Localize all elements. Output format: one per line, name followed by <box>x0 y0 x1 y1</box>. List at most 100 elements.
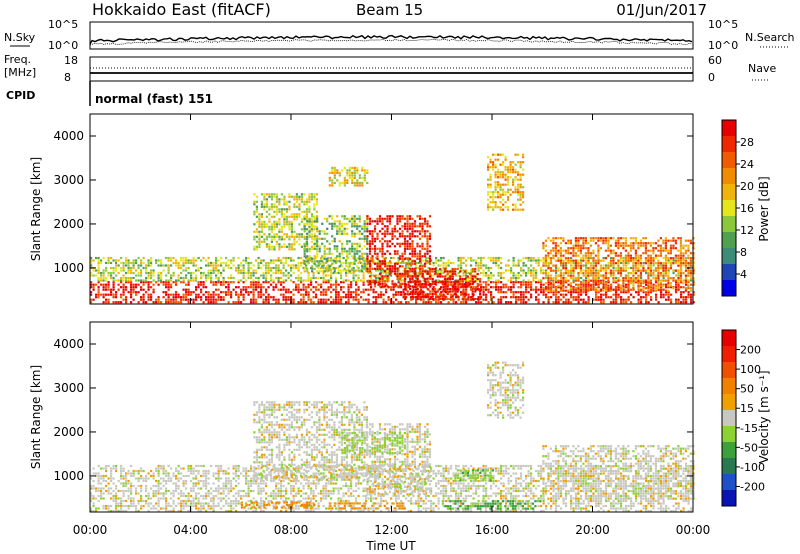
heatmap-cell <box>629 237 632 240</box>
heatmap-cell <box>372 288 375 291</box>
heatmap-cell <box>302 279 305 282</box>
heatmap-cell <box>572 291 575 294</box>
heatmap-cell <box>140 296 143 299</box>
heatmap-cell <box>167 269 170 272</box>
heatmap-cell <box>517 276 520 280</box>
heatmap-cell <box>132 276 135 280</box>
heatmap-cell <box>500 296 503 299</box>
heatmap-cell <box>275 213 278 216</box>
heatmap-cell <box>378 230 382 233</box>
heatmap-cell <box>461 282 464 286</box>
heatmap-cell <box>424 282 427 286</box>
heatmap-cell <box>343 227 346 230</box>
heatmap-cell <box>418 272 422 275</box>
heatmap-cell <box>522 281 525 284</box>
heatmap-cell <box>115 261 118 265</box>
heatmap-cell <box>577 254 580 257</box>
heatmap-cell <box>167 281 170 284</box>
heatmap-cell <box>407 259 410 262</box>
heatmap-cell <box>455 274 458 277</box>
heatmap-cell <box>587 274 590 277</box>
heatmap-cell <box>165 264 168 267</box>
heatmap-cell <box>298 233 301 236</box>
heatmap-cell <box>411 267 414 270</box>
heatmap-cell <box>403 252 407 255</box>
heatmap-cell <box>368 247 372 250</box>
heatmap-cell <box>559 289 562 292</box>
heatmap-cell <box>632 257 635 260</box>
heatmap-cell <box>310 288 313 291</box>
heatmap-cell <box>352 271 355 275</box>
heatmap-cell <box>177 296 180 299</box>
heatmap-cell <box>689 242 692 245</box>
heatmap-cell <box>585 301 588 304</box>
heatmap-cell <box>90 271 93 275</box>
heatmap-cell <box>130 266 133 270</box>
heatmap-cell <box>401 217 404 220</box>
heatmap-cell <box>497 266 500 270</box>
heatmap-cell <box>150 259 153 262</box>
heatmap-cell <box>477 296 480 299</box>
heatmap-cell <box>624 244 627 247</box>
heatmap-cell <box>155 261 158 265</box>
heatmap-cell <box>625 298 628 301</box>
heatmap-cell <box>215 293 218 296</box>
heatmap-cell <box>105 261 108 265</box>
heatmap-cell <box>690 279 693 282</box>
heatmap-cell <box>95 489 98 493</box>
heatmap-cell <box>322 271 325 275</box>
heatmap-cell <box>577 301 580 304</box>
heatmap-cell <box>180 271 183 275</box>
heatmap-cell <box>637 267 640 270</box>
heatmap-cell <box>462 288 465 291</box>
heatmap-cell <box>413 255 417 258</box>
heatmap-cell <box>679 259 682 262</box>
heatmap-cell <box>667 252 670 255</box>
heatmap-cell <box>411 225 414 228</box>
heatmap-cell <box>398 272 402 275</box>
heatmap-cell <box>338 220 341 223</box>
heatmap-cell <box>454 280 457 283</box>
heatmap-cell <box>172 293 175 296</box>
heatmap-cell <box>283 218 286 221</box>
heatmap-cell <box>396 285 399 288</box>
heatmap-cell <box>540 283 543 286</box>
heatmap-cell <box>398 275 402 278</box>
heatmap-cell <box>585 271 588 275</box>
heatmap-cell <box>522 261 525 265</box>
heatmap-cell <box>567 272 570 275</box>
heatmap-cell <box>687 274 690 277</box>
heatmap-cell <box>689 239 692 242</box>
heatmap-cell <box>366 247 369 250</box>
heatmap-cell <box>485 283 488 286</box>
heatmap-cell <box>260 193 263 196</box>
heatmap-cell <box>331 181 334 184</box>
heatmap-cell <box>449 287 452 291</box>
heatmap-cell <box>441 290 444 293</box>
heatmap-cell <box>662 271 665 275</box>
heatmap-cell <box>175 259 178 262</box>
heatmap-cell <box>317 266 320 270</box>
heatmap-cell <box>446 292 449 296</box>
heatmap-cell <box>537 264 540 267</box>
heatmap-cell <box>338 225 341 228</box>
heatmap-cell <box>602 287 605 290</box>
heatmap-cell <box>260 235 263 238</box>
colorbar-segment <box>722 248 736 265</box>
heatmap-cell <box>305 279 308 282</box>
heatmap-cell <box>383 265 387 268</box>
heatmap-cell <box>323 255 326 258</box>
heatmap-cell <box>439 297 442 301</box>
heatmap-cell <box>333 181 336 184</box>
heatmap-cell <box>669 247 672 250</box>
heatmap-cell <box>260 230 263 233</box>
heatmap-cell <box>647 289 650 292</box>
heatmap-cell <box>504 158 507 161</box>
heatmap-cell <box>406 272 409 276</box>
heatmap-cell <box>115 301 118 304</box>
heatmap-cell <box>426 287 429 291</box>
heatmap-cell <box>132 271 135 275</box>
heatmap-cell <box>287 264 290 267</box>
heatmap-cell <box>343 250 346 253</box>
heatmap-cell <box>112 259 115 262</box>
